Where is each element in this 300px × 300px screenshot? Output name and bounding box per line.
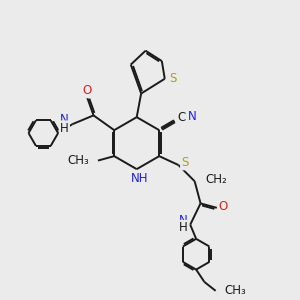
Text: N: N [178, 214, 187, 227]
Text: NH: NH [131, 172, 148, 184]
Text: O: O [219, 200, 228, 213]
Text: N: N [188, 110, 197, 123]
Text: S: S [169, 72, 177, 85]
Text: CH₃: CH₃ [224, 284, 246, 297]
Text: N: N [60, 113, 69, 126]
Text: CH₃: CH₃ [67, 154, 89, 167]
Text: S: S [181, 156, 189, 169]
Text: C: C [177, 111, 185, 124]
Text: H: H [178, 221, 187, 234]
Text: H: H [60, 122, 69, 135]
Text: O: O [82, 84, 92, 97]
Text: CH₂: CH₂ [205, 173, 227, 186]
